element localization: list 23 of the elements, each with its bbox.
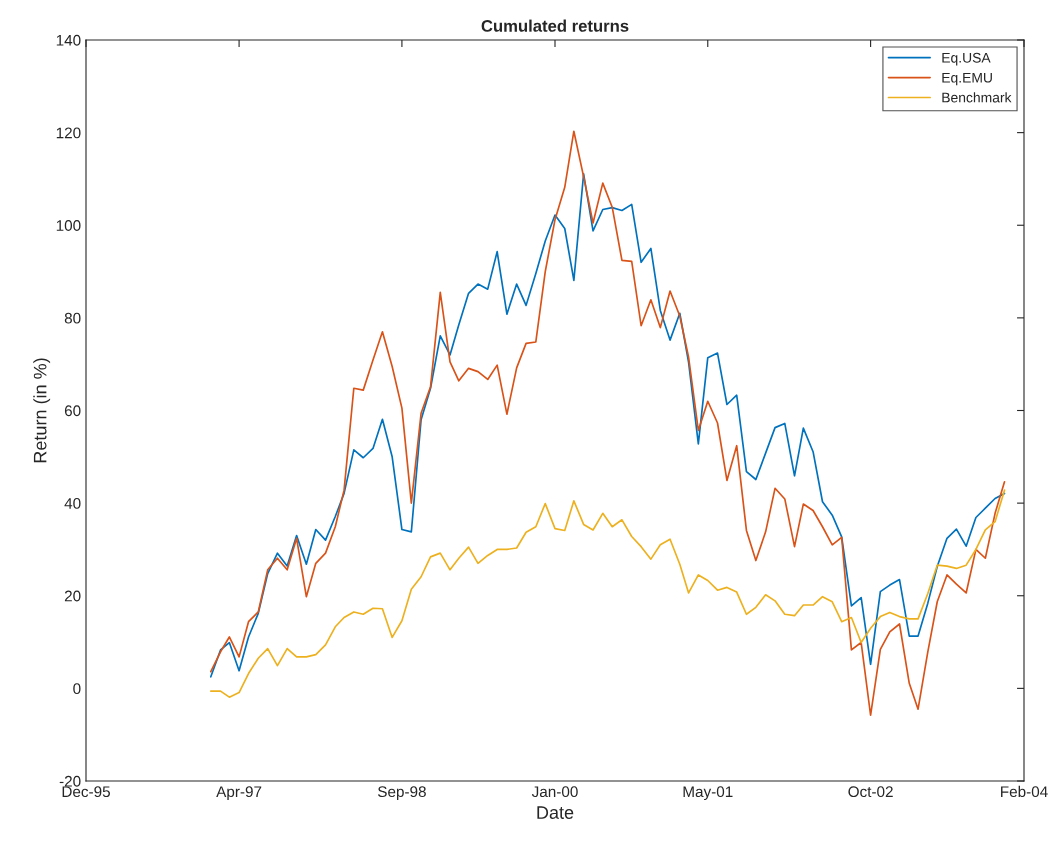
x-tick-label: Apr-97 bbox=[216, 786, 262, 801]
y-tick-label: 40 bbox=[64, 497, 81, 509]
legend-label: Benchmark bbox=[942, 92, 1012, 103]
x-tick-label: Jan-00 bbox=[531, 786, 578, 798]
x-tick-label: May-01 bbox=[683, 786, 733, 801]
x-axis-title: Date bbox=[537, 806, 574, 819]
y-tick-label: 60 bbox=[64, 405, 81, 417]
line-series bbox=[209, 489, 1006, 699]
x-tick-label: Dec-95 bbox=[62, 786, 110, 798]
x-tick-label: Oct-02 bbox=[848, 786, 893, 798]
y-tick-label: 120 bbox=[56, 127, 81, 139]
y-tick-label: 0 bbox=[73, 683, 81, 695]
y-axis-title: Return (in %) bbox=[33, 358, 51, 463]
x-tick-label: Sep-98 bbox=[377, 786, 426, 801]
legend-label: Eq.USA bbox=[942, 52, 991, 66]
y-tick-label: 20 bbox=[64, 590, 81, 602]
y-tick-label: 100 bbox=[56, 220, 81, 231]
y-tick-label: 140 bbox=[56, 34, 81, 46]
legend-label: Eq.EMU bbox=[942, 72, 992, 86]
y-tick-label: 80 bbox=[64, 312, 81, 324]
y-tick-label: -20 bbox=[59, 775, 81, 787]
chart-title: Cumulated returns bbox=[481, 19, 629, 32]
x-tick-label: Feb-04 bbox=[1001, 785, 1048, 798]
